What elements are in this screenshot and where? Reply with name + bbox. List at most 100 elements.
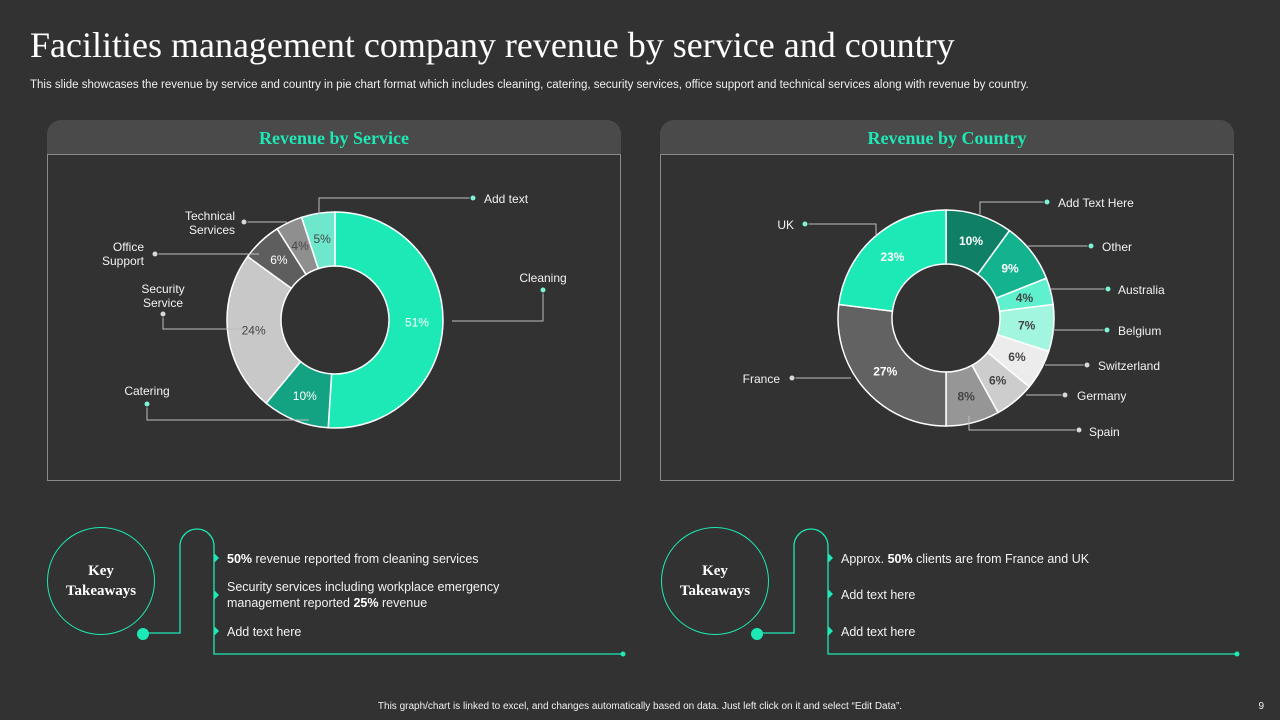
- service-chart-frame: [47, 154, 621, 481]
- data-label-australia: 4%: [1016, 291, 1034, 305]
- category-label-belgium: Belgium: [1118, 324, 1161, 338]
- bullet-arrow-icon: [214, 626, 219, 636]
- callout-dot-office-support: [151, 250, 159, 258]
- category-label-add-text-here: Add Text Here: [1058, 196, 1134, 210]
- category-label-catering: Catering: [124, 384, 169, 398]
- service-chart-header: Revenue by Service: [47, 120, 621, 155]
- country-donut-chart: 10% 9% 4% 7% 6%6% 8% 27% 23% Add Text Here Other A…: [743, 196, 1165, 439]
- takeaway-text-after: clients are from France and UK: [912, 552, 1090, 566]
- takeaway-item: Add text here: [841, 624, 1151, 640]
- takeaway-bold: 50%: [227, 552, 253, 566]
- takeaway-text: Security services including workplace em…: [227, 580, 500, 610]
- country-chart-panel: Revenue by Country 10% 9% 4% 7% 6% 6% 8% 27% 23%…: [660, 120, 1234, 481]
- leader-line-add-text-here: [979, 201, 1047, 214]
- data-label-switzerland: 6%: [1008, 350, 1026, 364]
- takeaways-connector: [137, 528, 626, 657]
- leader-line-security-service: [162, 314, 245, 330]
- takeaway-text: Approx.: [841, 552, 888, 566]
- bullet-arrow-icon: [828, 553, 833, 563]
- page-title: Facilities management company revenue by…: [30, 25, 955, 65]
- callout-dot-security-service: [159, 310, 167, 318]
- leader-line-cleaning: [452, 290, 544, 322]
- data-label-uk: 23%: [880, 250, 904, 264]
- callout-dot-spain: [1075, 426, 1083, 434]
- callout-dot-germany: [1061, 391, 1069, 399]
- category-label-technical-services: Technical Services: [185, 209, 235, 237]
- connector-dot-start: [751, 628, 763, 640]
- badge-line-1: Key: [702, 563, 728, 579]
- category-label-other: Other: [1102, 240, 1132, 254]
- takeaway-item: Approx. 50% clients are from France and …: [841, 551, 1151, 567]
- connector-dot-end: [620, 651, 626, 657]
- data-label-security-service: 24%: [242, 323, 266, 337]
- service-chart-title: Revenue by Service: [259, 128, 409, 148]
- callout-dot-cleaning: [539, 286, 547, 294]
- bullet-arrow-icon: [214, 553, 219, 563]
- badge-line-1: Key: [88, 563, 114, 579]
- takeaways-connector: [751, 528, 1240, 657]
- takeaway-bold: 25%: [353, 596, 379, 610]
- callout-dot-technical-services: [240, 218, 248, 226]
- key-takeaways-badge: Key Takeaways: [661, 527, 769, 635]
- category-label-france: France: [743, 372, 781, 386]
- country-chart-title: Revenue by Country: [867, 128, 1027, 148]
- category-label-office-support: Office Support: [102, 240, 145, 268]
- category-label-cleaning: Cleaning: [519, 271, 566, 285]
- callout-dot-add-text-here: [1043, 198, 1051, 206]
- page-subtitle: This slide showcases the revenue by serv…: [30, 79, 1029, 91]
- leader-line-catering: [146, 404, 309, 421]
- takeaway-item: 50% revenue reported from cleaning servi…: [227, 551, 537, 567]
- donut-slices: [837, 209, 1055, 427]
- bullet-arrow-icon: [828, 589, 833, 599]
- callout-dot-other: [1087, 242, 1095, 250]
- takeaway-item: Security services including workplace em…: [227, 579, 537, 611]
- key-takeaways-country: Key Takeaways Approx. 50% clients are fr…: [661, 520, 1261, 670]
- data-label-spain: 8%: [957, 389, 975, 403]
- data-label-germany: 6%: [989, 373, 1007, 387]
- data-label-france: 27%: [873, 365, 897, 379]
- takeaway-text: revenue reported from cleaning services: [252, 552, 479, 566]
- data-label-add-text-here: 10%: [959, 234, 983, 248]
- data-label-cleaning: 51%: [405, 316, 429, 330]
- takeaway-bold: 50%: [887, 552, 913, 566]
- takeaway-item: Add text here: [227, 624, 537, 640]
- callout-dot-belgium: [1103, 326, 1111, 334]
- page-number: 9: [1258, 701, 1264, 712]
- takeaway-text: Add text here: [227, 625, 302, 639]
- key-takeaways-badge: Key Takeaways: [47, 527, 155, 635]
- donut-slice-cleaning: [327, 211, 444, 429]
- key-takeaways-service: Key Takeaways 50% revenue reported from …: [47, 520, 647, 670]
- connector-dot-start: [137, 628, 149, 640]
- takeaway-text: Add text here: [841, 625, 916, 639]
- callout-dot-uk: [801, 220, 809, 228]
- takeaway-item: Add text here: [841, 587, 1151, 603]
- category-label-uk: UK: [777, 218, 794, 232]
- data-label-belgium: 7%: [1018, 319, 1036, 333]
- connector-dot-end: [1234, 651, 1240, 657]
- donut-slices: [226, 211, 444, 429]
- callout-dot-switzerland: [1083, 361, 1091, 369]
- category-label-spain: Spain: [1089, 425, 1120, 439]
- leader-line-spain: [968, 416, 1079, 431]
- donut-slice-uk: [838, 209, 947, 313]
- data-label-catering: 10%: [293, 389, 317, 403]
- category-label-add-text: Add text: [484, 192, 529, 206]
- callout-dot-catering: [143, 400, 151, 408]
- bullet-arrow-icon: [828, 626, 833, 636]
- service-donut-chart: 51% 10% 24% 6%4% 5% Cleaning Catering Security S…: [102, 192, 567, 429]
- callout-dot-australia: [1104, 285, 1112, 293]
- donut-slice-security-service: [226, 255, 302, 405]
- country-chart-frame: [660, 154, 1234, 481]
- data-label-technical-services: 4%: [291, 239, 309, 253]
- badge-line-2: Takeaways: [65, 583, 137, 599]
- data-label-other: 9%: [1001, 261, 1019, 275]
- country-chart-header: Revenue by Country: [660, 120, 1234, 155]
- category-label-australia: Australia: [1118, 283, 1165, 297]
- badge-line-2: Takeaways: [679, 583, 751, 599]
- footer-note: This graph/chart is linked to excel, and…: [377, 701, 903, 712]
- category-label-security-service: Security Service: [141, 282, 184, 310]
- takeaway-text: Add text here: [841, 588, 916, 602]
- donut-slice-france: [837, 303, 947, 427]
- callout-dot-add-text: [469, 194, 477, 202]
- category-label-germany: Germany: [1077, 389, 1126, 403]
